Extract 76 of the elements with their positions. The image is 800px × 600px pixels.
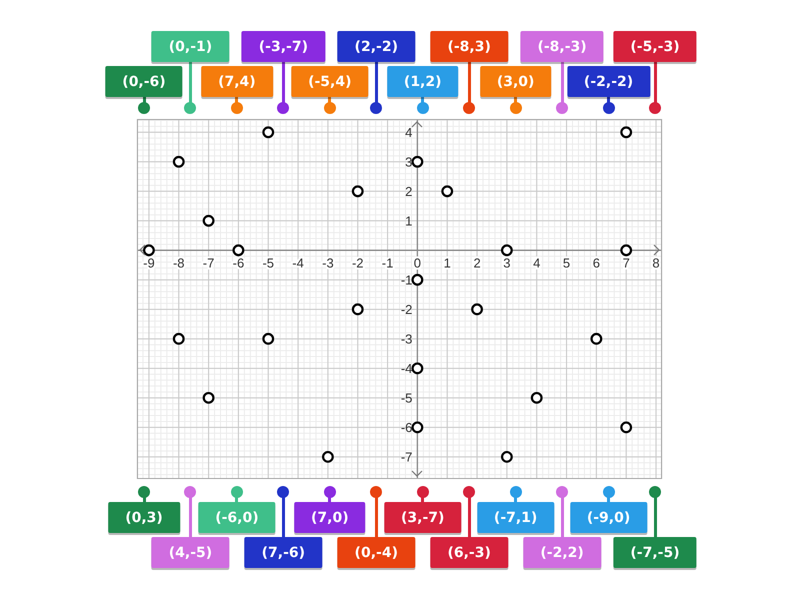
- label-tag: (4,-5): [152, 537, 230, 568]
- point: [322, 450, 334, 463]
- x-tick-label: -7: [202, 255, 214, 270]
- y-tick-label: 1: [405, 213, 412, 228]
- y-tick-label: -1: [400, 272, 412, 288]
- point: [620, 244, 632, 256]
- x-tick-label: -8: [172, 255, 185, 270]
- label-tag: (-9,0): [570, 502, 648, 533]
- label-tag: (1,2): [386, 66, 459, 97]
- point: [412, 274, 424, 286]
- point: [500, 450, 513, 463]
- point: [262, 126, 274, 138]
- point: [352, 185, 364, 198]
- label-tag: (-8,3): [430, 31, 508, 62]
- x-tick-label: -4: [292, 255, 304, 270]
- y-tick-label: -6: [400, 420, 412, 435]
- point: [590, 332, 602, 345]
- x-tick-label: 7: [622, 255, 630, 270]
- x-tick-label: 4: [533, 255, 540, 270]
- label-tag: (-7,1): [476, 502, 554, 533]
- label-tag: (6,-3): [430, 537, 508, 568]
- x-tick-label: -9: [143, 255, 155, 270]
- y-tick-label: -2: [400, 302, 412, 317]
- x-tick-label: 2: [473, 255, 481, 270]
- y-tick-label: -7: [400, 449, 412, 464]
- point: [412, 362, 424, 374]
- point: [471, 303, 483, 316]
- label-tag: (0,-1): [152, 31, 230, 62]
- x-tick-label: -6: [232, 255, 244, 270]
- y-tick-label: 4: [405, 124, 412, 140]
- point: [620, 126, 632, 138]
- y-tick-label: -3: [400, 331, 412, 346]
- label-tag: (-6,0): [198, 502, 276, 533]
- x-tick-label: 8: [652, 255, 660, 270]
- y-tick-label: -4: [400, 360, 412, 376]
- label-tag: (7,-6): [244, 537, 322, 568]
- x-tick-label: -1: [382, 255, 394, 270]
- point: [172, 332, 185, 345]
- x-tick-label: -5: [262, 255, 274, 270]
- label-tag: (-5,-3): [613, 31, 697, 62]
- point: [262, 332, 274, 345]
- label-tag: (-7,-5): [613, 537, 697, 568]
- point: [202, 214, 214, 227]
- point: [232, 244, 244, 256]
- point: [412, 156, 424, 168]
- label-tag: (0,-4): [338, 537, 415, 568]
- label-tag: (7,0): [294, 502, 366, 533]
- label-tag: (7,4): [201, 66, 273, 97]
- y-tick-label: 2: [405, 184, 412, 199]
- label-tag: (0,-6): [105, 66, 183, 97]
- x-tick-label: -2: [352, 255, 364, 270]
- x-tick-label: -3: [322, 255, 334, 270]
- x-tick-label: 6: [592, 255, 600, 270]
- x-tick-label: 3: [503, 255, 511, 270]
- label-tag: (3,0): [480, 66, 552, 97]
- point: [530, 392, 543, 404]
- point: [143, 244, 155, 256]
- y-tick-label: -5: [400, 390, 412, 406]
- point: [500, 244, 513, 256]
- point: [441, 185, 454, 198]
- x-tick-label: 5: [562, 255, 570, 270]
- point: [172, 156, 185, 168]
- label-tag: (-3,-7): [242, 31, 325, 62]
- label-tag: (2,-2): [338, 31, 415, 62]
- label-tag: (-2,2): [523, 537, 601, 568]
- label-tag: (-8,-3): [520, 31, 604, 62]
- point: [620, 421, 632, 434]
- point: [202, 392, 214, 404]
- label-tag: (3,-7): [384, 502, 462, 533]
- y-tick-label: 3: [405, 154, 412, 170]
- label-tag: (0,3): [108, 502, 180, 533]
- label-tag: (-2,-2): [566, 66, 650, 97]
- label-tag: (-5,4): [291, 66, 369, 97]
- point: [412, 421, 424, 434]
- x-tick-label: 1: [444, 255, 451, 270]
- point: [352, 303, 364, 316]
